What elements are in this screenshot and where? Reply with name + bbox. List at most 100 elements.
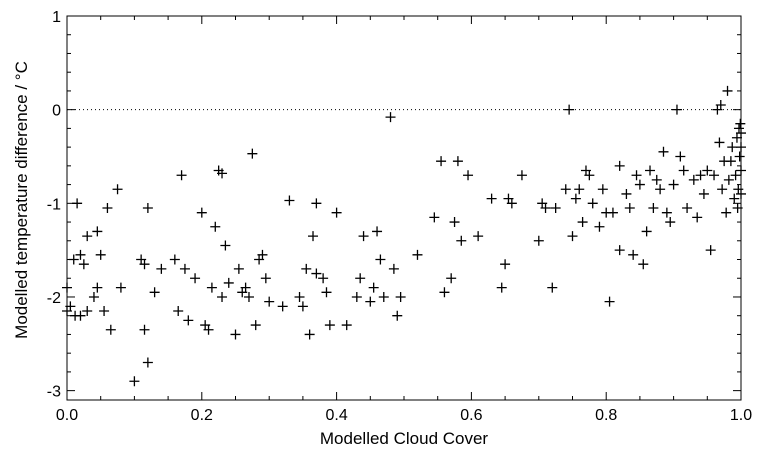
data-point — [240, 282, 251, 293]
x-tick-label: 0.2 — [191, 407, 213, 424]
data-point — [733, 184, 744, 195]
data-point — [301, 263, 312, 274]
data-point — [102, 203, 113, 213]
data-point — [463, 170, 474, 181]
data-point — [736, 188, 746, 199]
data-point — [75, 310, 86, 321]
data-point — [260, 273, 271, 284]
data-point — [671, 104, 682, 115]
x-tick-label: 0.8 — [595, 407, 617, 424]
data-point — [372, 226, 383, 237]
data-point — [587, 198, 598, 209]
data-point — [217, 168, 228, 179]
data-point — [732, 203, 743, 213]
data-point — [675, 151, 686, 162]
data-point — [250, 320, 261, 331]
axis-ticks — [66, 15, 742, 400]
data-point — [665, 217, 676, 228]
data-point — [190, 273, 201, 284]
data-point — [183, 315, 194, 326]
data-point — [734, 151, 745, 162]
data-point — [506, 198, 517, 209]
data-point — [678, 165, 689, 176]
data-point — [698, 188, 709, 199]
data-point — [139, 259, 150, 270]
x-tick-label: 0.4 — [325, 407, 347, 424]
data-point — [496, 282, 507, 293]
data-point — [692, 212, 703, 223]
plot-area — [66, 15, 742, 401]
data-point — [149, 287, 160, 298]
y-axis-title: Modelled temperature difference / °C — [12, 61, 31, 339]
data-point — [641, 226, 652, 237]
data-point — [196, 207, 207, 218]
data-point — [142, 357, 153, 368]
data-point — [429, 212, 440, 223]
data-point — [412, 249, 423, 260]
data-point — [82, 306, 93, 317]
data-point — [736, 165, 746, 176]
data-point — [169, 254, 180, 265]
y-tick-label: -2 — [47, 290, 61, 307]
data-point — [176, 170, 187, 181]
data-point — [139, 324, 150, 335]
data-point — [378, 291, 389, 302]
data-point — [203, 324, 214, 335]
data-point — [730, 170, 741, 181]
data-point — [341, 320, 352, 331]
data-point — [365, 296, 376, 307]
data-point — [142, 203, 153, 213]
data-point — [318, 273, 329, 284]
data-point — [324, 320, 335, 331]
data-point — [731, 132, 742, 143]
data-point — [574, 184, 585, 195]
data-point — [277, 301, 288, 312]
data-point — [105, 324, 116, 335]
data-point — [368, 282, 379, 293]
data-point — [230, 329, 241, 340]
data-point — [621, 188, 632, 199]
data-point — [607, 207, 618, 218]
data-point — [540, 203, 551, 213]
data-point — [95, 249, 106, 260]
y-tick-label: 1 — [52, 9, 61, 26]
data-point — [449, 217, 460, 228]
data-point — [233, 263, 244, 274]
data-point — [567, 231, 578, 242]
data-point — [736, 128, 746, 139]
data-point — [658, 146, 669, 157]
y-tick-label: 0 — [52, 103, 61, 120]
data-point — [564, 104, 575, 115]
data-point — [614, 160, 625, 171]
data-point — [594, 221, 605, 232]
data-point — [486, 193, 497, 204]
data-point — [156, 263, 167, 274]
data-point — [631, 170, 642, 181]
data-point — [452, 156, 463, 167]
data-point — [308, 231, 319, 242]
data-point — [456, 235, 467, 246]
data-point — [725, 156, 736, 167]
data-point — [223, 277, 234, 288]
data-point — [500, 259, 511, 270]
data-point — [547, 282, 558, 293]
data-point — [668, 179, 679, 190]
data-point — [392, 310, 403, 321]
data-point — [297, 301, 308, 312]
data-markers — [62, 85, 746, 387]
data-point — [516, 170, 527, 181]
data-point — [217, 291, 228, 302]
data-point — [715, 99, 726, 110]
data-point — [173, 306, 184, 317]
data-point — [115, 282, 126, 293]
data-point — [257, 249, 268, 260]
data-point — [570, 193, 581, 204]
data-point — [436, 156, 447, 167]
data-point — [638, 259, 649, 270]
data-point — [705, 245, 716, 256]
data-point — [628, 249, 639, 260]
y-tick-label: -1 — [47, 196, 61, 213]
data-point — [446, 273, 457, 284]
axis-tick-labels: 0.0 0.2 0.4 0.6 0.8 1.0 1 0 -1 -2 -3 — [47, 9, 752, 424]
data-point — [62, 282, 72, 293]
